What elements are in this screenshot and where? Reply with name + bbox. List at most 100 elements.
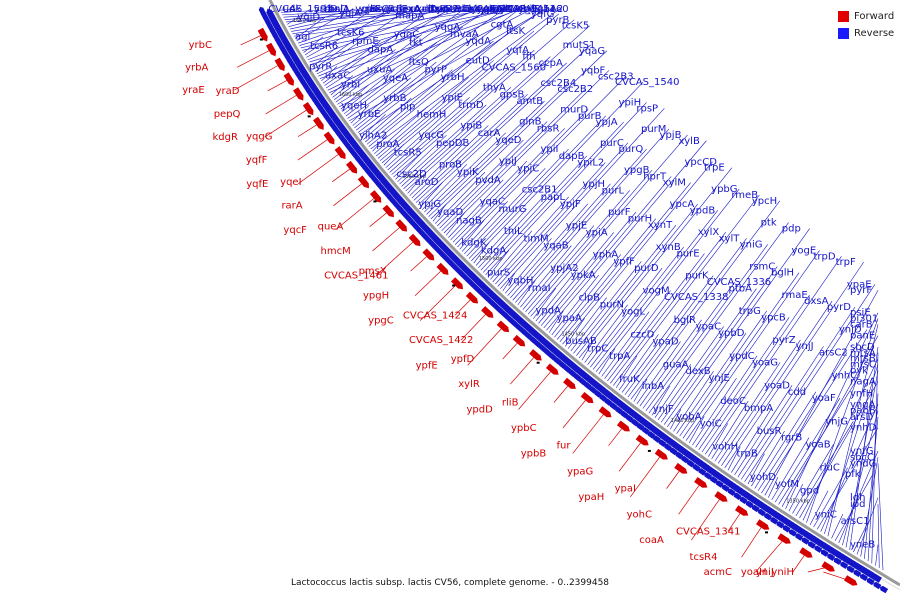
gene-label: nagB (456, 215, 482, 226)
gene-label: uxuT (410, 4, 436, 15)
gene-label: CVCAS_1422 (409, 335, 473, 346)
connector-line (764, 290, 879, 496)
connector-line (630, 454, 662, 498)
gene-label: rbsC (366, 4, 389, 15)
gene-label: pepDB (436, 138, 470, 149)
gene-label: lnbA (642, 381, 664, 392)
gene-label: CVCAS_1540 (615, 77, 679, 88)
gene-label: deoC (720, 396, 746, 407)
gene-label: murD (560, 104, 588, 115)
gene-label: yqeI (280, 177, 301, 188)
gene-label: kdgR (212, 132, 237, 143)
gene-label: ypbB (521, 448, 547, 459)
gene-label: ypiI (541, 144, 559, 155)
reverse-gene-glyphs (258, 7, 889, 594)
forward-gene-glyph (265, 42, 277, 57)
connector-line (302, 8, 513, 51)
gene-label: proB (439, 159, 462, 170)
connector-line (357, 8, 520, 133)
gene-label: ftsQ (409, 57, 429, 68)
gene-label: rpsP (636, 103, 658, 114)
connector-line (673, 371, 714, 432)
forward-gene-glyph (481, 306, 494, 318)
gene-label: ypjB (660, 130, 682, 141)
connector-line (316, 8, 453, 75)
gene-label: yoaH (741, 567, 767, 578)
gene-label: dxsA (804, 296, 828, 307)
gene-label: ynfH (850, 388, 873, 399)
connector-line (439, 121, 548, 229)
gene-label: arsC2 (819, 347, 848, 358)
connector-line (297, 152, 341, 185)
reverse-gene-glyph (795, 533, 804, 541)
connector-line (507, 203, 589, 296)
connector-line (432, 203, 447, 222)
gene-label: rpmE (352, 36, 379, 47)
reverse-gene-glyph (763, 512, 773, 521)
forward-gene-glyph (313, 116, 324, 130)
connector-line (788, 483, 804, 512)
gene-label: pfk (845, 469, 861, 480)
gene-label: yqfF (246, 155, 268, 166)
connector-line (504, 238, 552, 294)
gene-label: guaA (663, 359, 689, 370)
connector-line (285, 8, 487, 23)
gene-label: yoaB (806, 439, 831, 450)
connector-line (615, 355, 638, 389)
gene-label: rbsR (537, 123, 560, 134)
gene-label: udk (283, 4, 302, 15)
connector-line (595, 188, 740, 372)
gene-label: trpE (704, 163, 725, 174)
connector-line (293, 8, 500, 37)
connector-line (330, 75, 354, 96)
gene-label: trmD (458, 100, 484, 111)
connector-line (459, 220, 485, 250)
gene-label: rsmC (749, 262, 775, 273)
reverse-gene-glyph (866, 577, 875, 586)
gene-label: rmaI (528, 283, 551, 294)
connector-line (267, 78, 290, 92)
gene-label: yrbE (358, 109, 381, 120)
connector-line (368, 24, 519, 147)
gene-label: yoaD (764, 380, 790, 391)
gene-label: ypjA (596, 117, 618, 128)
gene-label: trpA (609, 351, 630, 362)
connector-line (708, 423, 729, 457)
connector-line (426, 100, 545, 215)
gene-label: carB (850, 319, 873, 330)
connector-line (497, 142, 629, 287)
forward-gene-glyph (465, 291, 479, 304)
gene-label: yqeH (341, 100, 367, 111)
gene-label: czcD (630, 329, 654, 340)
gene-label: fur (557, 441, 572, 452)
connector-line (495, 162, 606, 285)
gene-label: purQ (619, 144, 644, 155)
forward-gene-glyph (395, 219, 408, 232)
gene-label: mtsA (850, 348, 876, 359)
gene-label: cgtA (491, 19, 514, 30)
gene-label: clpB (579, 293, 601, 304)
forward-gene-glyph (756, 519, 770, 530)
connector-line (744, 284, 876, 482)
connector-line (877, 463, 884, 571)
connector-line (648, 222, 789, 414)
connector-line (802, 358, 879, 521)
gene-label: yoaG (752, 357, 778, 368)
connector-line (445, 212, 466, 236)
connector-line (502, 272, 516, 292)
gene-label: yqgG (246, 132, 272, 143)
connector-line (711, 400, 749, 460)
gene-label: trpC (587, 343, 608, 354)
connector-line (695, 355, 758, 448)
connector-line (774, 398, 841, 503)
connector-line (338, 8, 533, 108)
gene-label: ypfD (451, 354, 475, 365)
gene-label: yqfG (531, 9, 555, 20)
gene-label: yqgA (435, 22, 461, 33)
gene-label: trpF (836, 257, 856, 268)
gene-label: yihA2 (359, 130, 387, 141)
gene-label: tcsK5 (562, 21, 590, 32)
gene-label: xylM (663, 178, 686, 189)
gene-label: ypaI (615, 484, 636, 495)
connector-line (682, 272, 800, 439)
